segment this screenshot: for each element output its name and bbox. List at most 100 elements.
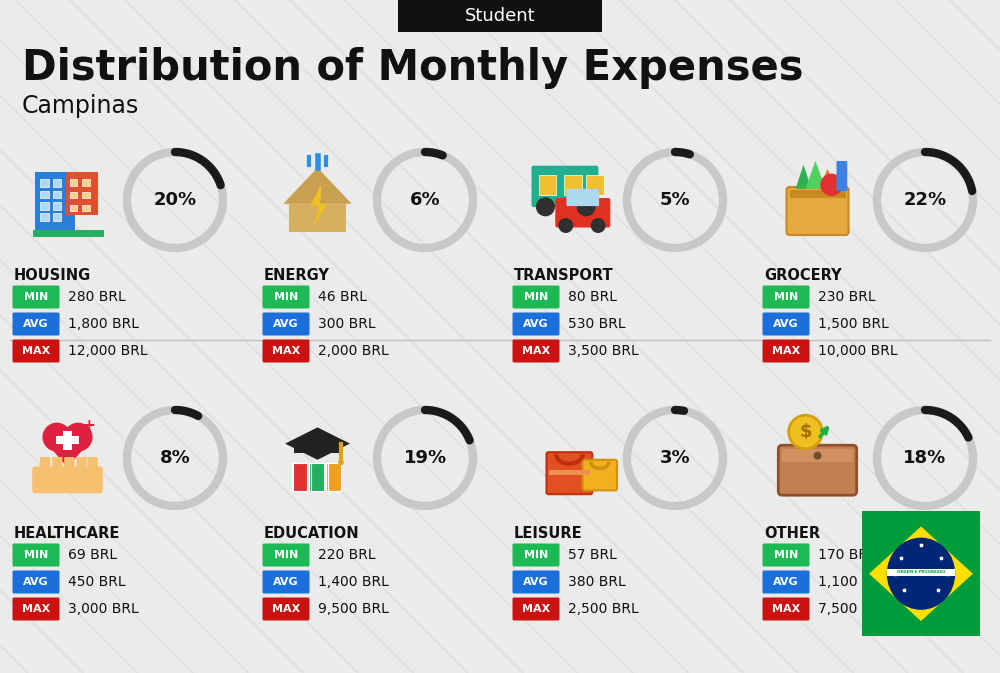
FancyBboxPatch shape [763,285,810,308]
FancyBboxPatch shape [763,312,810,336]
Text: MAX: MAX [272,604,300,614]
Text: MIN: MIN [774,292,798,302]
FancyBboxPatch shape [309,464,324,491]
FancyBboxPatch shape [539,174,556,195]
Text: 2,000 BRL: 2,000 BRL [318,344,389,358]
Text: +: + [82,418,95,433]
FancyBboxPatch shape [790,190,846,198]
Text: AVG: AVG [23,319,49,329]
Text: MAX: MAX [522,604,550,614]
FancyBboxPatch shape [512,544,560,567]
FancyBboxPatch shape [778,446,857,495]
FancyBboxPatch shape [56,436,79,444]
FancyBboxPatch shape [12,544,60,567]
FancyBboxPatch shape [12,339,60,363]
FancyBboxPatch shape [763,571,810,594]
Text: OTHER: OTHER [764,526,820,540]
Polygon shape [285,427,350,460]
Text: AVG: AVG [273,577,299,587]
FancyBboxPatch shape [40,179,48,186]
FancyBboxPatch shape [836,161,847,191]
Text: 300 BRL: 300 BRL [318,317,376,331]
Text: HEALTHCARE: HEALTHCARE [14,526,120,540]
Circle shape [820,174,843,196]
Text: MIN: MIN [274,550,298,560]
FancyBboxPatch shape [786,187,848,235]
FancyBboxPatch shape [66,172,98,215]
FancyBboxPatch shape [12,285,60,308]
Text: MIN: MIN [24,550,48,560]
Text: 20%: 20% [153,191,197,209]
Text: 6%: 6% [410,191,440,209]
FancyBboxPatch shape [586,174,604,195]
Polygon shape [294,444,341,453]
Text: 3,500 BRL: 3,500 BRL [568,344,639,358]
Text: AVG: AVG [23,577,49,587]
FancyBboxPatch shape [64,457,75,472]
FancyBboxPatch shape [52,457,62,472]
Text: Campinas: Campinas [22,94,139,118]
FancyBboxPatch shape [35,172,75,230]
FancyBboxPatch shape [262,544,310,567]
Text: Distribution of Monthly Expenses: Distribution of Monthly Expenses [22,47,804,89]
Polygon shape [310,185,327,227]
Text: 280 BRL: 280 BRL [68,290,126,304]
FancyBboxPatch shape [53,202,61,209]
FancyBboxPatch shape [532,166,598,207]
FancyBboxPatch shape [40,202,48,209]
FancyBboxPatch shape [512,285,560,308]
Circle shape [577,197,596,216]
Polygon shape [869,526,973,621]
Text: 9,500 BRL: 9,500 BRL [318,602,389,616]
Text: 3%: 3% [660,449,690,467]
Text: MIN: MIN [24,292,48,302]
Text: 57 BRL: 57 BRL [568,548,617,562]
FancyBboxPatch shape [512,339,560,363]
FancyBboxPatch shape [512,312,560,336]
FancyBboxPatch shape [53,179,61,186]
Text: 380 BRL: 380 BRL [568,575,626,589]
Text: MIN: MIN [524,292,548,302]
FancyBboxPatch shape [763,544,810,567]
Polygon shape [283,168,352,204]
Circle shape [887,538,955,610]
Text: 2,500 BRL: 2,500 BRL [568,602,639,616]
Polygon shape [796,165,812,189]
Text: HOUSING: HOUSING [14,267,91,283]
FancyBboxPatch shape [326,464,341,491]
Text: AVG: AVG [773,577,799,587]
FancyBboxPatch shape [262,339,310,363]
FancyBboxPatch shape [782,449,853,462]
Circle shape [789,415,822,449]
FancyBboxPatch shape [33,229,104,238]
FancyBboxPatch shape [40,457,50,472]
Circle shape [591,218,606,233]
Circle shape [558,218,573,233]
Text: 170 BRL: 170 BRL [818,548,876,562]
FancyBboxPatch shape [512,571,560,594]
FancyBboxPatch shape [87,457,98,472]
Circle shape [64,423,93,452]
FancyBboxPatch shape [70,205,77,211]
Text: 1,500 BRL: 1,500 BRL [818,317,889,331]
Text: MAX: MAX [522,346,550,356]
Text: MAX: MAX [772,346,800,356]
FancyBboxPatch shape [76,457,87,472]
Text: MIN: MIN [774,550,798,560]
FancyBboxPatch shape [82,179,90,186]
Text: $: $ [799,423,812,441]
Text: Student: Student [465,7,535,25]
FancyBboxPatch shape [53,213,61,221]
FancyBboxPatch shape [862,511,980,636]
Text: GROCERY: GROCERY [764,267,842,283]
FancyBboxPatch shape [289,204,346,232]
FancyBboxPatch shape [398,0,602,32]
FancyBboxPatch shape [292,464,307,491]
Circle shape [338,460,344,465]
FancyBboxPatch shape [70,179,77,186]
Text: 22%: 22% [903,191,947,209]
FancyBboxPatch shape [262,571,310,594]
FancyBboxPatch shape [566,189,599,206]
FancyBboxPatch shape [548,470,590,474]
Circle shape [814,452,822,460]
